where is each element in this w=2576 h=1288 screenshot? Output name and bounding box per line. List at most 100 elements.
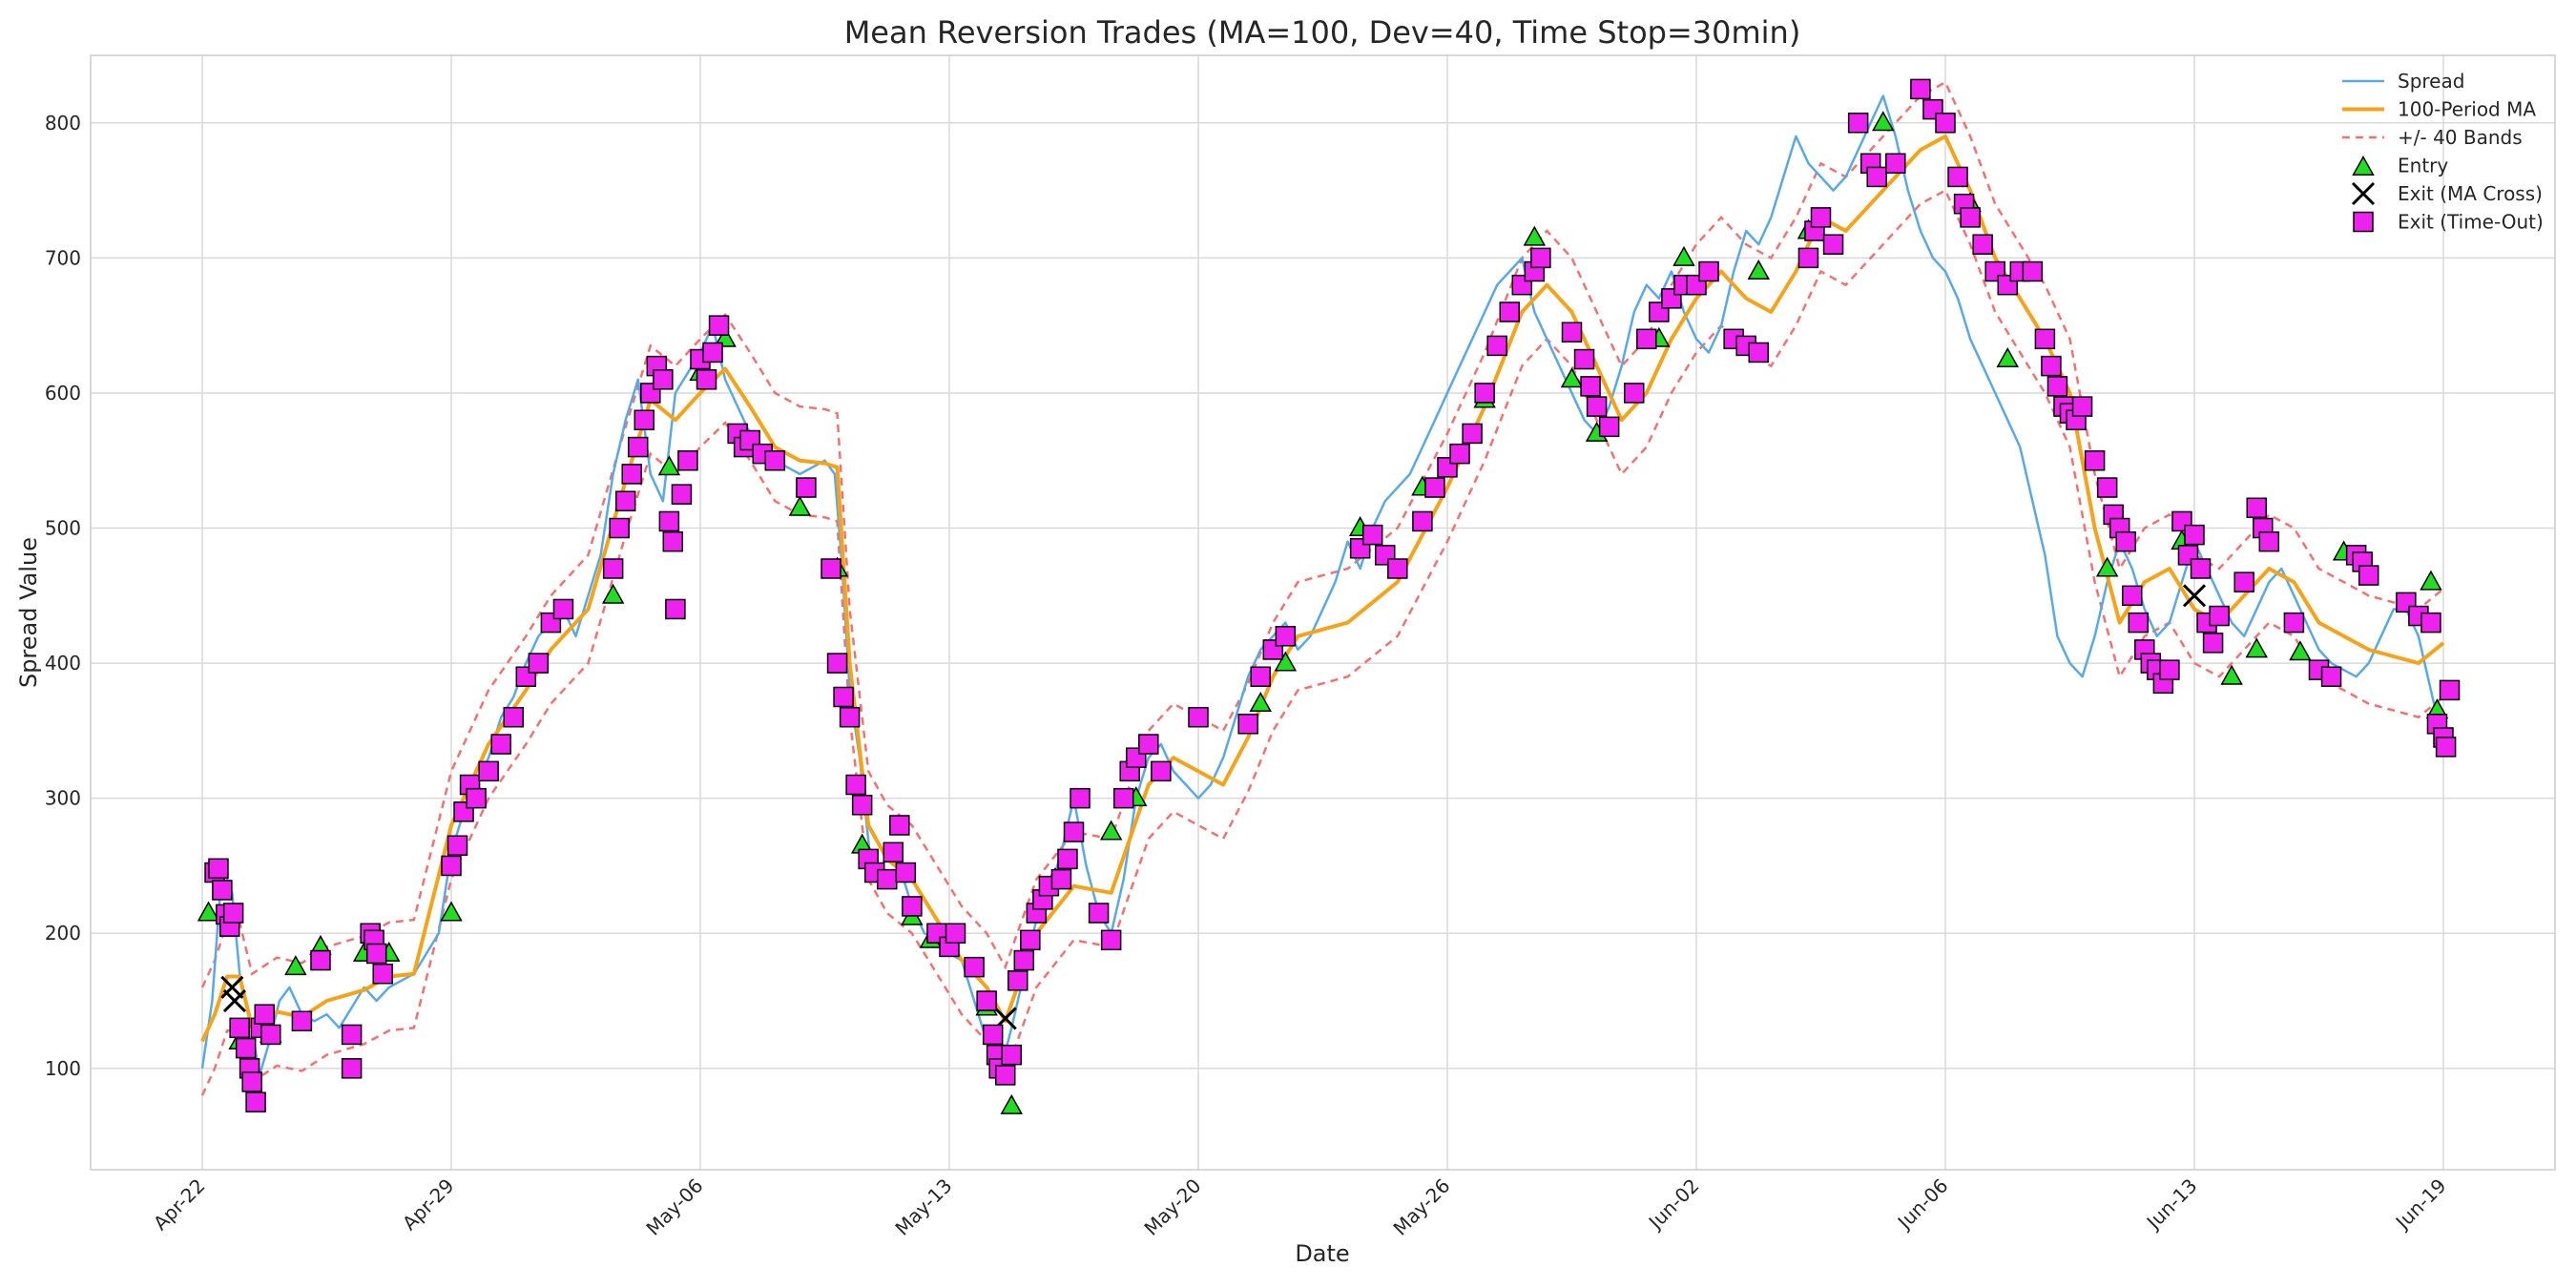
legend-item: 100-Period MA <box>2342 98 2536 121</box>
exit-time-out-marker <box>964 956 985 978</box>
exit-time-out-marker <box>1561 322 1583 343</box>
entry-marker <box>657 455 681 476</box>
legend-label: Entry <box>2398 155 2448 177</box>
exit-time-out-marker <box>1088 903 1110 924</box>
legend-label: +/- 40 Bands <box>2398 126 2523 149</box>
entry-marker <box>2095 556 2119 577</box>
exit-time-out-marker <box>2439 679 2461 701</box>
exit-time-out-marker <box>1237 714 1258 735</box>
exit-time-out-marker <box>2209 605 2230 627</box>
exit-time-out-marker <box>1070 787 1091 809</box>
legend-swatch-exit-ma-cross <box>2351 181 2376 206</box>
legend-label: 100-Period MA <box>2398 98 2536 121</box>
legend-item: Spread <box>2342 70 2464 93</box>
exit-time-out-marker <box>235 1037 257 1059</box>
exit-time-out-marker <box>1151 760 1172 782</box>
exit-time-out-marker <box>1100 929 1122 951</box>
exit-time-out-marker <box>976 990 997 1011</box>
legend-swatch-exit-time-out <box>2353 211 2374 233</box>
entry-marker <box>197 901 220 922</box>
exit-time-out-marker <box>341 1058 363 1079</box>
exit-time-out-marker <box>1057 848 1078 870</box>
exit-time-out-marker <box>1250 666 1271 687</box>
exit-time-out-marker <box>696 369 717 390</box>
exit-time-out-marker <box>1947 166 1968 188</box>
exit-time-out-marker <box>796 477 817 498</box>
entry-marker <box>284 955 307 976</box>
exit-time-out-marker <box>2034 328 2056 350</box>
entry-marker <box>2220 664 2243 685</box>
exit-time-out-marker <box>2128 612 2150 634</box>
exit-time-out-marker <box>845 774 866 796</box>
exit-time-out-marker <box>883 841 904 863</box>
exit-time-out-marker <box>1112 787 1134 809</box>
exit-time-out-marker <box>241 1071 262 1092</box>
exit-time-out-marker <box>260 1024 281 1046</box>
exit-time-out-marker <box>621 464 642 485</box>
exit-time-out-marker <box>478 760 499 782</box>
exit-time-out-marker <box>1530 247 1551 269</box>
exit-time-out-marker <box>665 598 686 620</box>
exit-time-out-marker <box>1960 207 1981 228</box>
exit-time-out-marker <box>1020 929 1041 951</box>
exit-time-out-marker <box>877 868 898 890</box>
exit-time-out-marker <box>341 1024 363 1046</box>
x-axis-title: Date <box>1295 1240 1349 1267</box>
exit-time-out-marker <box>1008 970 1028 991</box>
exit-time-out-marker <box>1935 113 1956 134</box>
exit-time-out-marker <box>212 880 233 901</box>
exit-time-out-marker <box>982 1024 1004 1046</box>
entry-marker <box>2289 640 2312 661</box>
exit-time-out-marker <box>2246 497 2267 519</box>
exit-time-out-marker <box>826 653 848 674</box>
legend-item: Entry <box>2352 155 2448 177</box>
exit-time-out-marker <box>1972 234 1993 255</box>
y-tick-label: 600 <box>45 382 81 405</box>
y-tick-label: 400 <box>45 652 81 675</box>
entry-marker <box>1099 820 1123 841</box>
exit-time-out-marker <box>441 855 462 877</box>
exit-time-out-marker <box>2184 524 2205 546</box>
exit-time-out-marker <box>1449 443 1470 465</box>
exit-time-out-marker <box>1499 301 1520 322</box>
exit-time-out-marker <box>229 1017 250 1039</box>
exit-time-out-marker <box>1424 477 1445 498</box>
exit-time-out-marker <box>1866 166 1887 188</box>
exit-time-out-marker <box>902 896 923 917</box>
exit-time-out-marker <box>602 558 624 579</box>
legend-item: +/- 40 Bands <box>2342 126 2523 149</box>
entry-marker <box>1249 692 1272 713</box>
exit-time-out-marker <box>1013 949 1035 971</box>
entry-marker <box>714 326 737 347</box>
exit-time-out-marker <box>1885 153 1906 175</box>
exit-time-out-marker <box>1636 328 1657 350</box>
legend-swatch-entry <box>2352 155 2375 176</box>
exit-time-out-marker <box>1063 821 1085 842</box>
legend: Spread 100-Period MA +/- 40 Bands Entry Exit… <box>2342 70 2544 234</box>
y-tick-label: 100 <box>45 1057 81 1080</box>
entry-marker <box>1560 367 1584 388</box>
exit-time-out-marker <box>2046 376 2068 397</box>
exit-time-out-marker <box>2122 585 2143 607</box>
exit-time-out-marker <box>708 315 730 336</box>
exit-time-out-marker <box>2115 530 2136 552</box>
entry-marker <box>1996 347 2019 367</box>
exit-time-out-marker <box>528 653 550 674</box>
exit-time-out-marker <box>1188 706 1209 728</box>
exit-time-out-marker <box>222 903 244 924</box>
exit-time-out-marker <box>1748 342 1769 364</box>
exit-time-out-marker <box>1573 348 1595 370</box>
exit-time-out-marker <box>1001 1044 1022 1066</box>
exit-time-out-marker <box>2420 612 2441 634</box>
entry-marker <box>1747 259 1770 280</box>
exit-time-out-marker <box>1050 868 1072 890</box>
exit-time-out-marker <box>372 963 393 985</box>
legend-item: Exit (Time-Out) <box>2353 211 2544 234</box>
exit-time-out-marker <box>609 517 630 539</box>
entry-marker <box>2420 570 2442 591</box>
exit-time-out-marker <box>833 686 854 708</box>
exit-time-out-marker <box>1275 626 1297 647</box>
y-tick-label: 500 <box>45 517 81 540</box>
exit-time-out-marker <box>634 409 655 431</box>
exit-time-out-marker <box>208 858 229 880</box>
